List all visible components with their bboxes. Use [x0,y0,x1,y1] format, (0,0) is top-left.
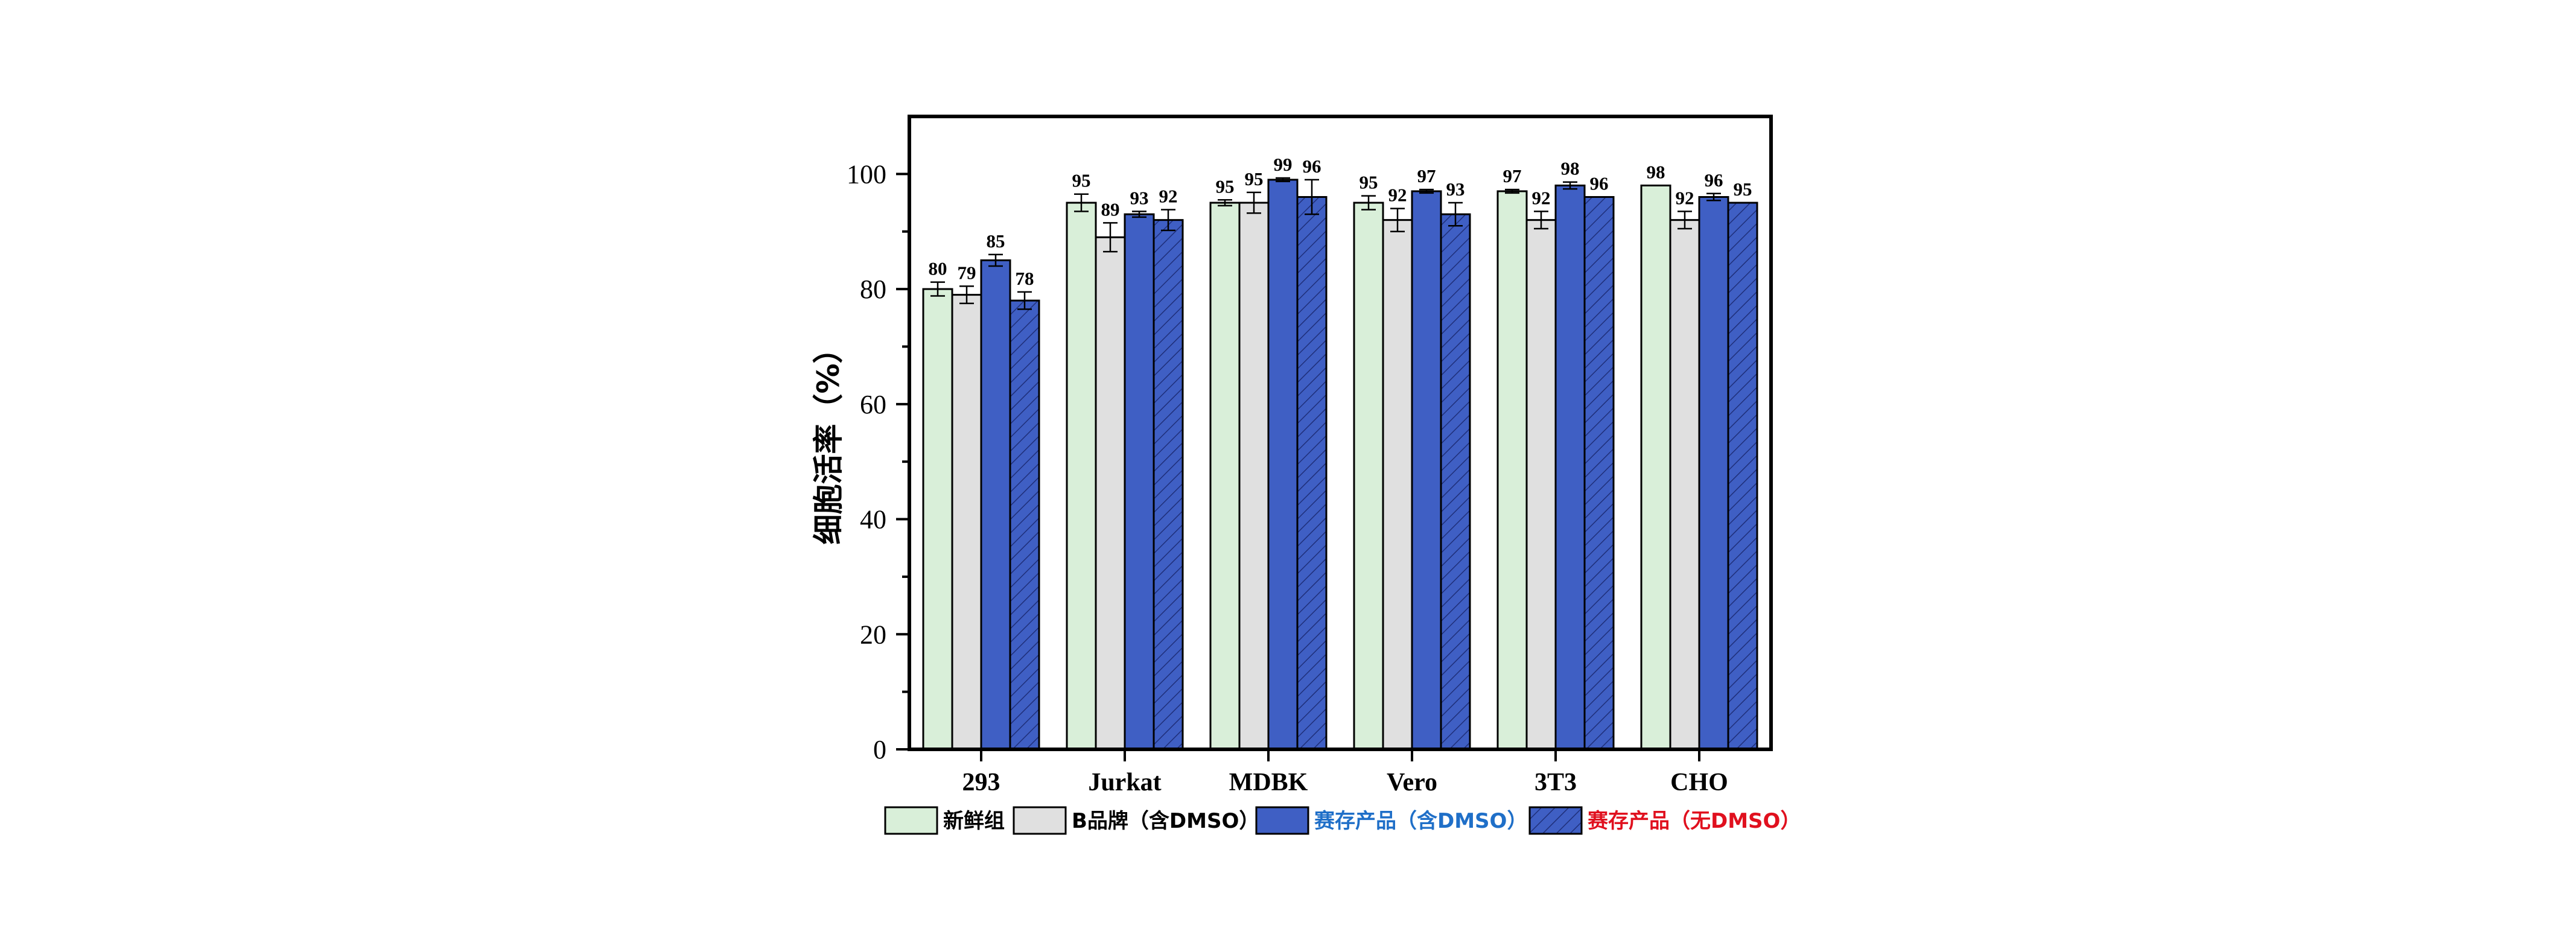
x-tick-label: Jurkat [1088,769,1161,796]
data-label: 95 [1072,170,1091,191]
data-label: 92 [1676,187,1694,208]
y-tick-label: 40 [860,505,886,535]
legend-label: 赛存产品（含DMSO） [1314,809,1527,833]
x-tick-label: 293 [962,769,1000,796]
bar [1124,213,1155,751]
bar [1095,236,1126,751]
y-axis-title: 细胞活率（%） [811,333,846,544]
bar [1554,184,1586,751]
data-label: 98 [1561,158,1580,179]
bar [1238,202,1270,751]
bar [1009,299,1040,751]
y-tick-label: 60 [860,390,886,419]
x-tick-label: MDBK [1229,769,1308,796]
data-label: 95 [1245,168,1264,189]
legend-label: 新鲜组 [943,809,1005,833]
data-label: 85 [987,230,1005,252]
bar [980,259,1011,751]
x-tick-label: CHO [1670,769,1728,796]
data-label: 96 [1303,156,1321,177]
bar [1496,190,1528,751]
bar [951,294,982,751]
data-label: 93 [1130,187,1149,208]
bar [1296,196,1328,751]
data-label: 79 [958,262,976,283]
bar [1669,219,1700,751]
data-label: 78 [1016,268,1034,289]
data-label: 95 [1216,176,1235,197]
y-tick-label: 100 [847,159,886,189]
data-label: 99 [1274,154,1293,175]
bar [1382,219,1413,751]
bar [1525,219,1557,751]
legend: 新鲜组 B品牌（含DMSO） 赛存产品（含DMSO） 赛存产品（无DMSO） [884,806,1801,835]
y-tick-label: 0 [873,735,886,764]
bar [1727,202,1758,751]
legend-swatch [1013,806,1067,835]
data-label: 96 [1590,173,1609,194]
bar [1267,179,1299,751]
legend-swatch [1528,806,1583,835]
bar [1698,196,1729,751]
x-tick-label: Vero [1387,769,1437,796]
bar [1411,190,1442,751]
data-label: 96 [1705,170,1723,191]
data-label: 92 [1159,185,1178,206]
legend-swatch [1255,806,1309,835]
legend-label: 赛存产品（无DMSO） [1588,809,1801,833]
bar [1640,184,1671,751]
bar [1209,202,1241,751]
bar [1153,219,1184,751]
bar [1583,196,1615,751]
data-label: 98 [1647,161,1665,182]
data-label: 97 [1417,165,1436,186]
data-label: 95 [1734,179,1752,200]
legend-swatch [884,806,938,835]
bar [1066,202,1097,751]
bar [922,288,953,751]
y-tick-label: 80 [860,275,886,304]
data-label: 92 [1388,185,1407,206]
plot-area: 0 20 40 60 80 100 细胞活率（%） 293 80 79 85 78 Jurkat 95 89… [811,115,1773,796]
data-label: 93 [1446,179,1465,200]
legend-label: B品牌（含DMSO） [1072,809,1259,833]
y-tick-label: 20 [860,620,886,649]
data-label: 80 [929,258,947,279]
data-label: 97 [1503,165,1522,186]
data-label: 89 [1101,198,1120,220]
x-tick-label: 3T3 [1534,769,1577,796]
plot-frame [908,115,1773,751]
bar [1440,213,1471,751]
data-label: 92 [1532,187,1551,208]
bar [1353,202,1384,751]
data-label: 95 [1360,172,1378,193]
